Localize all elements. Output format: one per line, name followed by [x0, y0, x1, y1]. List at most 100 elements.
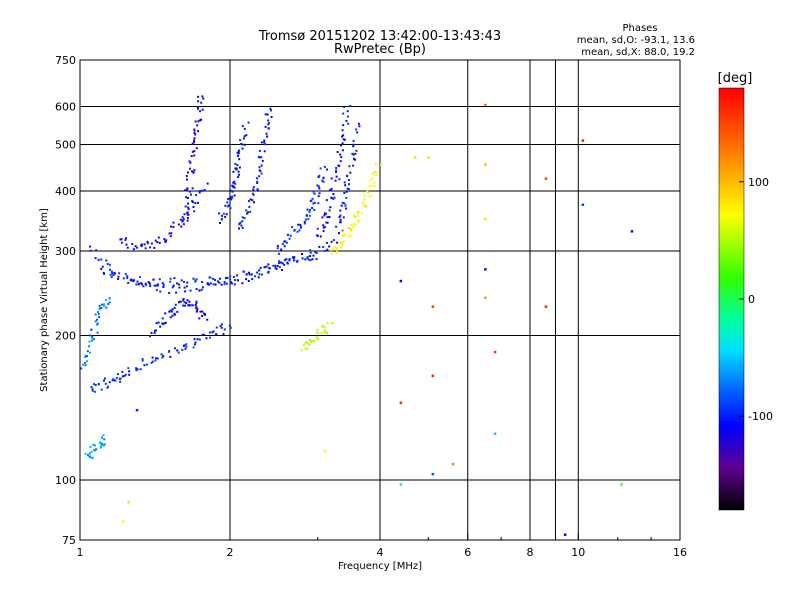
data-point	[277, 252, 280, 255]
data-point	[323, 330, 326, 333]
data-point	[335, 166, 338, 169]
data-point	[340, 204, 343, 207]
data-point	[192, 206, 195, 208]
data-point	[322, 224, 325, 227]
data-point	[92, 443, 95, 446]
data-point	[186, 187, 189, 190]
data-point	[264, 143, 267, 146]
data-point	[484, 296, 487, 299]
data-point	[358, 125, 361, 128]
data-point	[214, 283, 217, 286]
data-point	[326, 168, 328, 171]
data-point	[212, 277, 215, 280]
data-point	[352, 164, 355, 167]
data-point	[206, 318, 209, 321]
data-point	[306, 348, 309, 351]
data-point	[199, 110, 202, 113]
data-point	[108, 263, 111, 266]
data-point	[169, 316, 172, 319]
data-point	[350, 230, 353, 232]
data-point	[234, 163, 237, 165]
data-point	[146, 240, 149, 243]
data-point	[184, 205, 187, 208]
data-point	[126, 276, 129, 279]
data-point	[225, 213, 228, 216]
data-point	[243, 143, 246, 146]
data-point	[110, 276, 113, 279]
data-point	[260, 156, 263, 159]
data-point	[155, 322, 158, 325]
data-point	[343, 105, 346, 108]
y-tick-label: 300	[55, 245, 76, 258]
data-point	[163, 322, 166, 325]
data-point	[236, 164, 239, 167]
data-point	[183, 213, 186, 216]
data-point	[189, 167, 191, 170]
data-point	[231, 184, 234, 187]
data-point	[342, 124, 345, 127]
data-point	[318, 245, 321, 248]
data-point	[325, 199, 328, 202]
data-point	[323, 249, 326, 252]
data-point	[260, 164, 263, 167]
x-tick-label: 10	[571, 546, 585, 559]
data-point	[112, 274, 115, 277]
data-point	[331, 322, 334, 325]
data-point	[172, 225, 175, 228]
data-point	[336, 241, 339, 244]
data-point	[322, 230, 325, 233]
data-point	[194, 341, 197, 344]
data-point	[88, 345, 90, 348]
data-point	[125, 243, 128, 246]
data-point	[149, 285, 152, 288]
data-point	[99, 445, 102, 448]
data-point	[249, 210, 252, 213]
data-point	[272, 264, 275, 267]
data-point	[131, 279, 134, 282]
data-point	[309, 251, 312, 254]
data-point	[581, 203, 585, 206]
data-point	[204, 313, 206, 316]
data-point	[332, 239, 335, 242]
data-point	[105, 299, 108, 302]
data-point	[318, 187, 321, 190]
data-point	[308, 258, 311, 261]
data-point	[209, 282, 212, 285]
data-point	[286, 261, 289, 264]
data-point	[194, 280, 197, 283]
data-point	[182, 299, 185, 302]
x-tick-label: 16	[673, 546, 687, 559]
data-point	[352, 145, 355, 148]
x-axis-ticks: 1 2 4 6 8 10 16	[77, 534, 687, 559]
data-point	[348, 227, 350, 230]
data-point	[98, 316, 101, 318]
data-point	[263, 266, 266, 269]
data-point	[149, 246, 152, 249]
data-point	[344, 184, 347, 187]
data-point	[113, 271, 116, 274]
data-point	[493, 350, 497, 354]
y-tick-label: 400	[55, 185, 76, 198]
data-point	[276, 247, 279, 250]
data-point	[99, 441, 102, 444]
data-point	[220, 326, 223, 329]
data-point	[427, 156, 430, 159]
data-point	[342, 138, 345, 141]
data-point	[328, 209, 331, 212]
data-point	[224, 215, 227, 218]
data-point	[285, 241, 288, 244]
data-point	[159, 290, 162, 293]
data-point	[332, 247, 335, 250]
data-point	[203, 334, 206, 336]
data-point	[258, 166, 261, 169]
data-point	[128, 373, 131, 376]
data-point	[315, 258, 318, 260]
data-point	[84, 355, 87, 358]
data-point	[235, 167, 238, 170]
data-point	[195, 147, 198, 150]
x-tick-label: 2	[227, 546, 234, 559]
data-point	[237, 176, 240, 178]
data-point	[312, 254, 315, 257]
data-point	[102, 303, 105, 306]
data-point	[183, 189, 186, 192]
